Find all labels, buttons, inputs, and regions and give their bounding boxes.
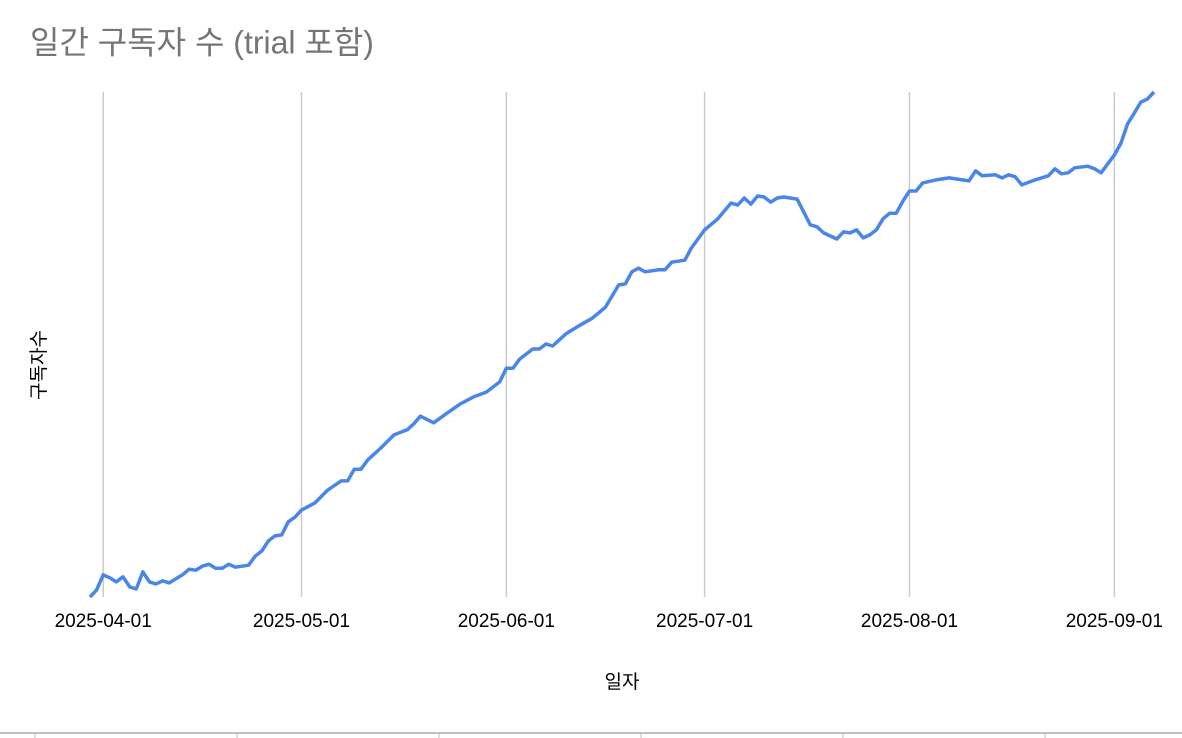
sheet-edge	[0, 732, 1182, 738]
x-tick-label: 2025-07-01	[656, 611, 753, 632]
x-tick-label: 2025-06-01	[458, 611, 555, 632]
chart-title: 일간 구독자 수 (trial 포함)	[30, 24, 374, 60]
x-tick-label: 2025-08-01	[861, 611, 958, 632]
x-axis-label: 일자	[605, 671, 640, 693]
data-line	[88, 90, 1156, 599]
x-tick-label: 2025-05-01	[253, 611, 350, 632]
y-axis-label: 구독자수	[28, 330, 50, 400]
x-tick-label: 2025-04-01	[55, 611, 152, 632]
x-tick-label: 2025-09-01	[1066, 611, 1163, 632]
